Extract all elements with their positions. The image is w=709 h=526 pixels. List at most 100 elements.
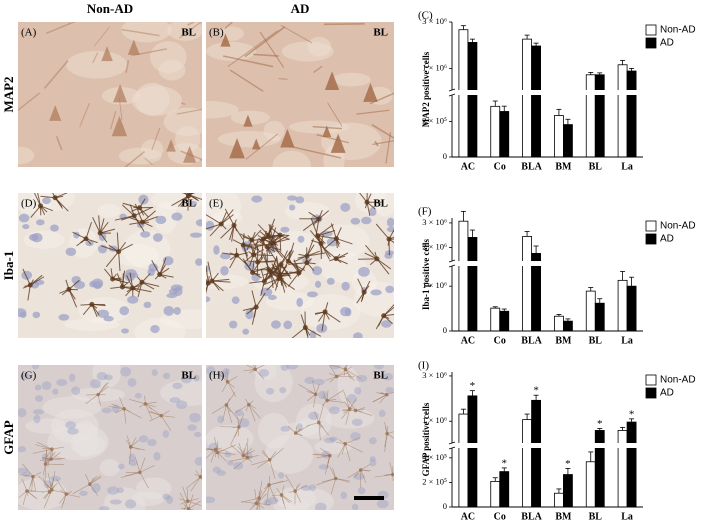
nucleus <box>376 499 389 509</box>
nucleus <box>206 496 216 504</box>
bar <box>626 70 637 158</box>
glial-process <box>249 280 265 284</box>
nucleus <box>234 409 244 417</box>
glial-process <box>386 433 394 439</box>
glial-process <box>384 433 388 448</box>
glial-process <box>217 444 236 453</box>
glial-cell <box>386 236 392 242</box>
nucleus <box>173 307 181 315</box>
glial-cell <box>116 249 122 255</box>
glial-process <box>258 480 263 499</box>
neurite <box>124 150 146 167</box>
nucleus <box>306 291 318 298</box>
legend-swatch <box>645 37 657 49</box>
nucleus <box>369 207 377 217</box>
nucleus <box>287 195 298 201</box>
glial-process <box>228 225 235 241</box>
neurite <box>327 102 343 127</box>
nucleus <box>220 252 231 260</box>
glial-process <box>126 435 132 448</box>
panel-letter: (C) <box>418 10 433 22</box>
glial-cell <box>139 219 145 225</box>
x-tick-label: AC <box>461 511 475 522</box>
panel-region: BL <box>181 370 196 382</box>
neurite <box>287 145 342 159</box>
nucleus <box>127 377 137 387</box>
nucleus <box>384 252 393 259</box>
glial-process <box>336 238 353 245</box>
nucleus <box>206 296 211 303</box>
glial-process <box>383 304 394 317</box>
glial-process <box>251 290 257 308</box>
glial-cell <box>131 213 137 219</box>
tissue-patch <box>92 365 122 389</box>
nucleus <box>313 378 325 386</box>
glial-cell <box>66 286 72 292</box>
glial-cell <box>325 398 329 403</box>
glial-cell <box>234 252 240 258</box>
glial-cell <box>304 260 310 266</box>
glial-cell <box>122 407 126 411</box>
glial-process <box>139 457 146 473</box>
glial-process <box>29 274 43 286</box>
glial-process <box>151 259 161 275</box>
glial-process <box>56 479 67 495</box>
glial-process <box>135 457 141 473</box>
x-tick-label: BLA <box>521 161 542 172</box>
nucleus <box>340 202 351 212</box>
glial-process <box>100 228 116 234</box>
nucleus <box>109 499 122 505</box>
glial-cell <box>31 474 35 479</box>
glial-process <box>89 476 102 485</box>
glial-process <box>294 490 302 503</box>
glial-process <box>216 371 228 383</box>
bar <box>531 45 541 158</box>
glial-process <box>287 260 302 272</box>
glial-process <box>372 394 387 403</box>
glial-process <box>251 459 270 466</box>
glial-process <box>261 251 270 270</box>
x-tick-label: BM <box>555 161 572 172</box>
nucleus <box>329 365 341 370</box>
glial-process <box>132 287 152 293</box>
neuron <box>127 39 140 55</box>
glial-cell <box>241 453 246 458</box>
glial-process <box>190 476 201 492</box>
tissue-patch <box>332 72 371 87</box>
glial-process <box>347 469 361 479</box>
glial-process <box>252 365 256 370</box>
neurite <box>313 65 323 73</box>
nucleus <box>267 496 279 505</box>
glial-process <box>266 484 270 505</box>
neuron <box>363 82 378 102</box>
glial-process <box>270 243 284 258</box>
glial-cell <box>231 222 237 228</box>
nucleus <box>329 406 340 415</box>
glial-process <box>275 274 281 291</box>
glial-cell <box>279 493 284 497</box>
micrograph <box>18 193 202 338</box>
nucleus <box>316 323 328 333</box>
nucleus <box>101 407 112 414</box>
glial-process <box>317 230 336 237</box>
neuron <box>113 84 128 103</box>
glial-process <box>85 394 99 405</box>
nucleus <box>346 393 358 404</box>
neurite <box>43 59 69 89</box>
glial-cell <box>328 453 332 458</box>
bar <box>617 279 628 332</box>
bar <box>522 236 532 332</box>
tissue-patch <box>217 130 281 148</box>
glial-process <box>252 256 264 273</box>
glial-process <box>51 446 65 450</box>
neurite <box>55 136 63 151</box>
glial-process <box>271 263 280 279</box>
bar <box>490 307 501 332</box>
glial-process <box>37 193 41 207</box>
nucleus <box>297 235 305 243</box>
glial-process <box>325 376 337 381</box>
glial-process <box>119 397 125 409</box>
axis-break <box>451 90 644 95</box>
tissue-patch <box>273 498 310 510</box>
neurite <box>374 140 379 147</box>
